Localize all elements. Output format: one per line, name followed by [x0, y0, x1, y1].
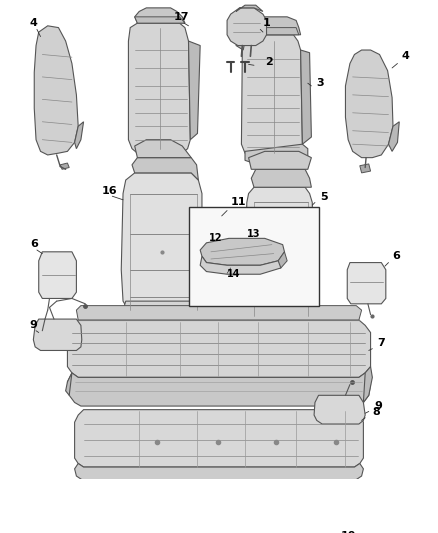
Text: 5: 5 [320, 192, 328, 202]
Text: 6: 6 [30, 239, 38, 249]
Polygon shape [200, 238, 284, 265]
Text: 9: 9 [30, 320, 38, 330]
Polygon shape [74, 122, 84, 149]
Text: 6: 6 [392, 251, 400, 261]
Polygon shape [135, 8, 185, 23]
Polygon shape [200, 256, 281, 274]
Text: 2: 2 [265, 57, 272, 67]
Text: 17: 17 [173, 12, 189, 22]
Polygon shape [249, 151, 311, 169]
Polygon shape [300, 50, 311, 144]
Polygon shape [314, 395, 365, 424]
Polygon shape [121, 173, 202, 314]
Polygon shape [364, 367, 372, 402]
Polygon shape [346, 50, 393, 158]
Text: 12: 12 [209, 233, 223, 243]
Polygon shape [247, 305, 314, 329]
Polygon shape [236, 38, 245, 50]
Polygon shape [76, 305, 362, 320]
Text: 10: 10 [341, 531, 357, 533]
Text: 16: 16 [102, 185, 117, 196]
Text: 14: 14 [227, 269, 240, 279]
Polygon shape [132, 158, 198, 180]
Text: 4: 4 [401, 51, 409, 61]
Polygon shape [128, 23, 190, 153]
Polygon shape [135, 17, 185, 23]
Polygon shape [123, 301, 202, 325]
Polygon shape [227, 8, 267, 45]
Polygon shape [117, 492, 175, 518]
Polygon shape [74, 464, 364, 481]
Polygon shape [60, 483, 365, 523]
Text: 11: 11 [231, 197, 246, 207]
Polygon shape [67, 373, 371, 406]
Polygon shape [33, 319, 82, 351]
Polygon shape [278, 252, 287, 268]
Polygon shape [236, 5, 263, 11]
Polygon shape [135, 140, 191, 158]
Polygon shape [66, 373, 72, 395]
FancyBboxPatch shape [188, 207, 318, 305]
Polygon shape [389, 122, 399, 151]
Text: 13: 13 [247, 230, 260, 239]
Polygon shape [360, 164, 371, 173]
Text: 8: 8 [372, 407, 380, 417]
Polygon shape [39, 252, 76, 298]
Polygon shape [251, 28, 299, 35]
Text: 7: 7 [377, 338, 385, 348]
Polygon shape [241, 35, 302, 158]
Polygon shape [188, 492, 256, 518]
Polygon shape [251, 17, 300, 35]
Polygon shape [34, 26, 78, 155]
Polygon shape [347, 263, 386, 304]
Text: 1: 1 [263, 18, 271, 28]
Polygon shape [245, 144, 308, 164]
Polygon shape [60, 163, 69, 169]
Text: 4: 4 [30, 18, 38, 28]
Polygon shape [245, 187, 314, 319]
Polygon shape [251, 169, 311, 187]
Polygon shape [188, 41, 200, 140]
Polygon shape [274, 492, 332, 518]
Text: 9: 9 [374, 401, 382, 411]
Text: 3: 3 [317, 78, 325, 88]
Polygon shape [74, 410, 364, 467]
Polygon shape [67, 320, 371, 377]
